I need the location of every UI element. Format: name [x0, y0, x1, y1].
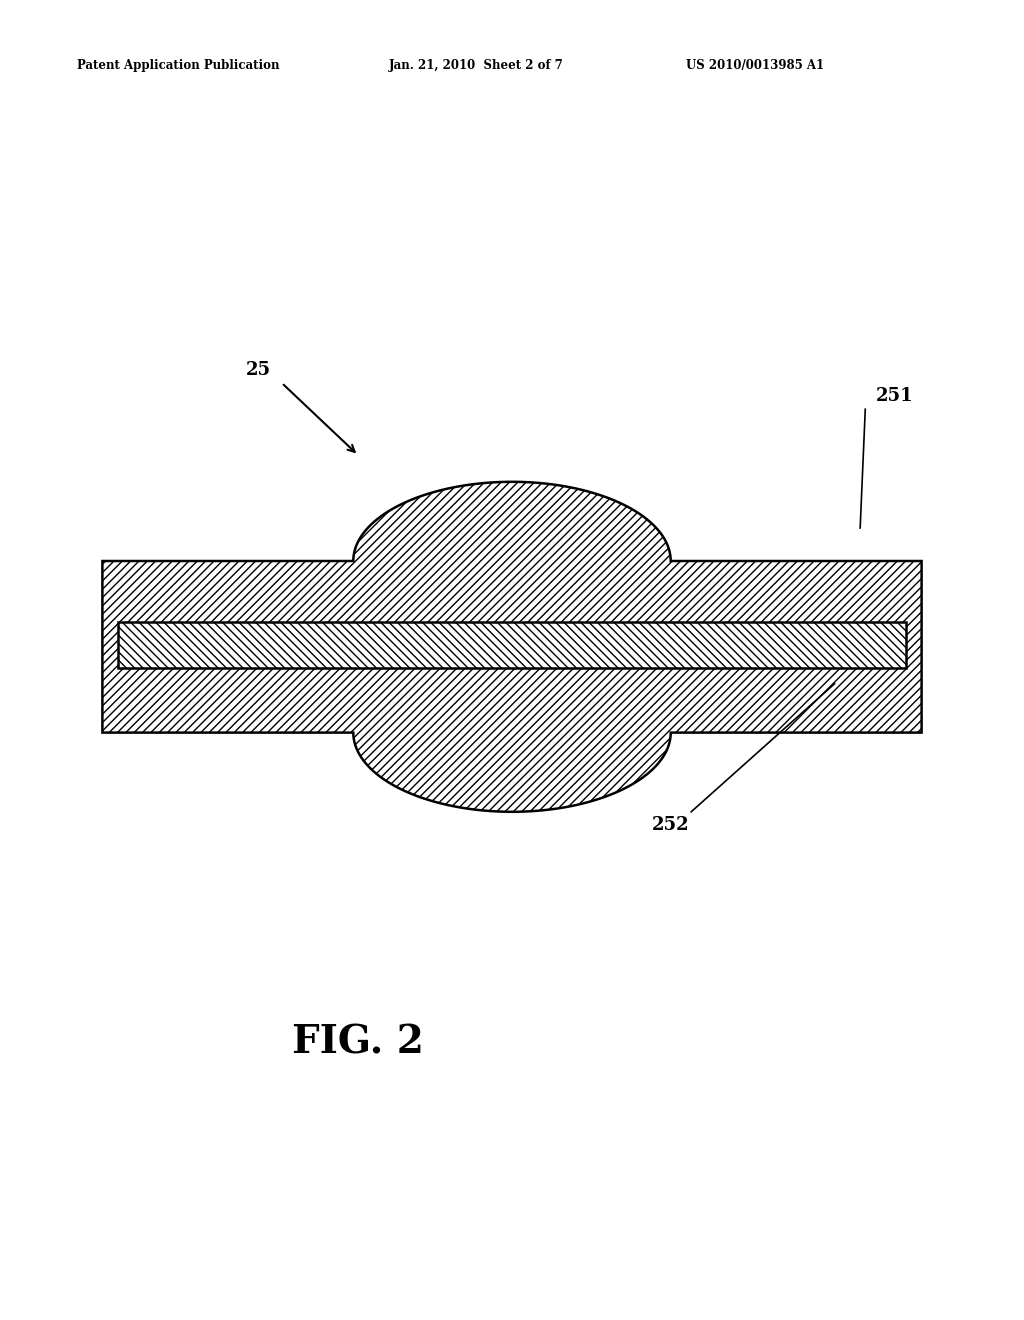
Polygon shape [102, 482, 922, 812]
Text: 251: 251 [876, 387, 913, 405]
Text: 252: 252 [652, 816, 689, 834]
Text: US 2010/0013985 A1: US 2010/0013985 A1 [686, 59, 824, 73]
Text: Patent Application Publication: Patent Application Publication [77, 59, 280, 73]
Text: 25: 25 [246, 360, 271, 379]
Text: Jan. 21, 2010  Sheet 2 of 7: Jan. 21, 2010 Sheet 2 of 7 [389, 59, 564, 73]
Bar [118, 622, 906, 668]
Text: FIG. 2: FIG. 2 [293, 1024, 424, 1061]
